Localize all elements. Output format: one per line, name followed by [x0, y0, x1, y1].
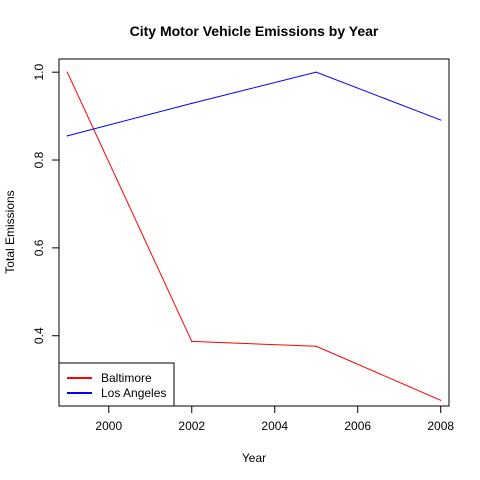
data-point	[440, 119, 442, 121]
data-point	[440, 399, 442, 401]
y-axis-label: Total Emissions	[3, 190, 17, 273]
plot-area	[58, 58, 450, 407]
legend-box	[58, 362, 175, 407]
legend-label: Baltimore	[101, 371, 152, 385]
y-tick-label: 0.6	[32, 239, 46, 256]
x-axis: 2000 2002 2004 2006 2008	[95, 406, 454, 433]
data-point	[315, 71, 317, 73]
chart-title: City Motor Vehicle Emissions by Year	[130, 23, 379, 39]
x-tick-label: 2004	[261, 419, 288, 433]
y-axis: 0.4 0.6 0.8 1.0	[32, 64, 59, 344]
x-tick-label: 2008	[427, 419, 454, 433]
x-tick-label: 2002	[178, 419, 205, 433]
data-point	[191, 340, 193, 343]
y-tick-label: 1.0	[32, 64, 46, 81]
series-line-baltimore	[66, 71, 441, 401]
data-point	[66, 71, 68, 73]
data-point	[191, 102, 193, 104]
x-tick-label: 2006	[344, 419, 371, 433]
series-layer	[66, 71, 442, 401]
x-tick-label: 2000	[95, 419, 122, 433]
data-point	[315, 345, 317, 347]
x-axis-label: Year	[242, 451, 266, 465]
y-tick-label: 0.4	[32, 327, 46, 344]
series-line-los-angeles	[67, 71, 441, 137]
y-tick-label: 0.8	[32, 151, 46, 168]
legend-label: Los Angeles	[101, 386, 166, 400]
data-point	[66, 135, 68, 137]
